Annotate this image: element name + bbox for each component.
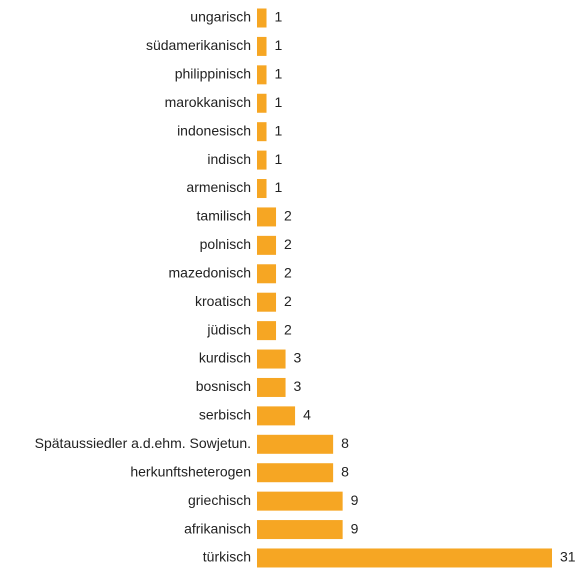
- category-label: indisch: [207, 151, 251, 167]
- category-label: bosnisch: [196, 378, 251, 394]
- bar: [257, 150, 267, 170]
- bar: [257, 93, 267, 113]
- value-label: 2: [284, 236, 292, 252]
- value-label: 3: [294, 350, 302, 366]
- category-label: marokkanisch: [165, 94, 251, 110]
- category-label: philippinisch: [175, 66, 251, 82]
- category-label: kurdisch: [199, 350, 251, 366]
- value-label: 2: [284, 321, 292, 337]
- value-label: 1: [275, 179, 283, 195]
- bar: [257, 292, 277, 312]
- bar: [257, 463, 334, 483]
- category-label: ungarisch: [190, 9, 251, 25]
- value-label: 9: [351, 492, 359, 508]
- bar: [257, 321, 277, 341]
- bar: [257, 8, 267, 28]
- category-label: türkisch: [203, 549, 251, 565]
- bar: [257, 349, 286, 369]
- bar: [257, 491, 343, 511]
- value-label: 31: [560, 549, 576, 565]
- category-label: indonesisch: [177, 122, 251, 138]
- bar: [257, 520, 343, 540]
- bar: [257, 264, 277, 284]
- value-label: 2: [284, 264, 292, 280]
- bar: [257, 548, 552, 568]
- bar: [257, 207, 277, 227]
- value-label: 1: [275, 37, 283, 53]
- category-label: serbisch: [199, 407, 251, 423]
- bar: [257, 377, 286, 397]
- value-label: 1: [275, 9, 283, 25]
- value-label: 4: [303, 407, 311, 423]
- value-label: 1: [275, 151, 283, 167]
- category-label: afrikanisch: [184, 520, 251, 536]
- category-label: Spätaussiedler a.d.ehm. Sowjetun.: [35, 435, 251, 451]
- value-label: 1: [275, 66, 283, 82]
- value-label: 8: [341, 463, 349, 479]
- value-label: 9: [351, 520, 359, 536]
- category-label: griechisch: [188, 492, 251, 508]
- category-label: mazedonisch: [169, 264, 252, 280]
- bar: [257, 36, 267, 56]
- bar: [257, 122, 267, 142]
- value-label: 8: [341, 435, 349, 451]
- category-label: kroatisch: [195, 293, 251, 309]
- category-label: herkunftsheterogen: [130, 463, 251, 479]
- value-label: 1: [275, 122, 283, 138]
- category-label: armenisch: [186, 179, 251, 195]
- value-label: 1: [275, 94, 283, 110]
- category-label: polnisch: [200, 236, 251, 252]
- category-label: südamerikanisch: [146, 37, 251, 53]
- bar: [257, 434, 334, 454]
- bar: [257, 65, 267, 85]
- value-label: 2: [284, 293, 292, 309]
- bar: [257, 235, 277, 255]
- bar: [257, 179, 267, 199]
- value-label: 3: [294, 378, 302, 394]
- bar: [257, 406, 296, 426]
- category-label: tamilisch: [197, 208, 251, 224]
- value-label: 2: [284, 208, 292, 224]
- category-label: jüdisch: [206, 321, 251, 337]
